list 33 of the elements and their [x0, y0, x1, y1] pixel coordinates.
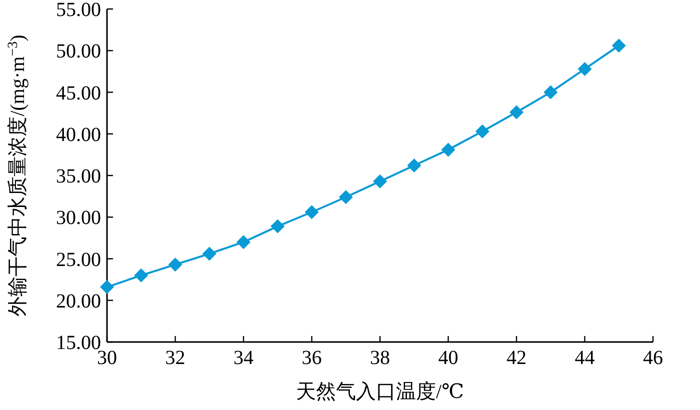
point [100, 280, 114, 294]
y-tick-label: 30.00 [56, 207, 101, 230]
point [544, 85, 558, 100]
x-tick-label: 44 [574, 347, 595, 369]
y-tick-label: 50.00 [56, 40, 101, 63]
x-tick-label: 46 [643, 347, 663, 369]
point [407, 158, 422, 173]
x-tick-label: 42 [506, 347, 526, 369]
y-tick-label: 45.00 [56, 82, 101, 104]
point [475, 124, 490, 138]
x-tick-label: 38 [370, 347, 390, 369]
point [202, 246, 216, 261]
point [270, 219, 285, 234]
point [338, 190, 353, 204]
y-tick-label: 25.00 [56, 248, 101, 271]
point [373, 174, 387, 188]
x-tick-label: 36 [302, 347, 322, 369]
x-tick-label: 32 [165, 347, 186, 369]
point [134, 268, 148, 282]
x-tick-label: 40 [438, 347, 458, 369]
y-tick-label: 20.00 [56, 290, 101, 312]
x-tick-label: 34 [234, 347, 254, 369]
point [236, 235, 250, 250]
y-tick-label: 35.00 [56, 166, 101, 188]
y-tick-label: 55.00 [56, 0, 101, 21]
point [304, 205, 319, 220]
y-tick-label: 40.00 [56, 124, 101, 146]
x-axis-title: 天然气入口温度/℃ [296, 381, 464, 403]
point [441, 142, 456, 157]
point [578, 62, 592, 76]
point [168, 258, 182, 272]
point [510, 105, 524, 120]
point [612, 38, 626, 53]
